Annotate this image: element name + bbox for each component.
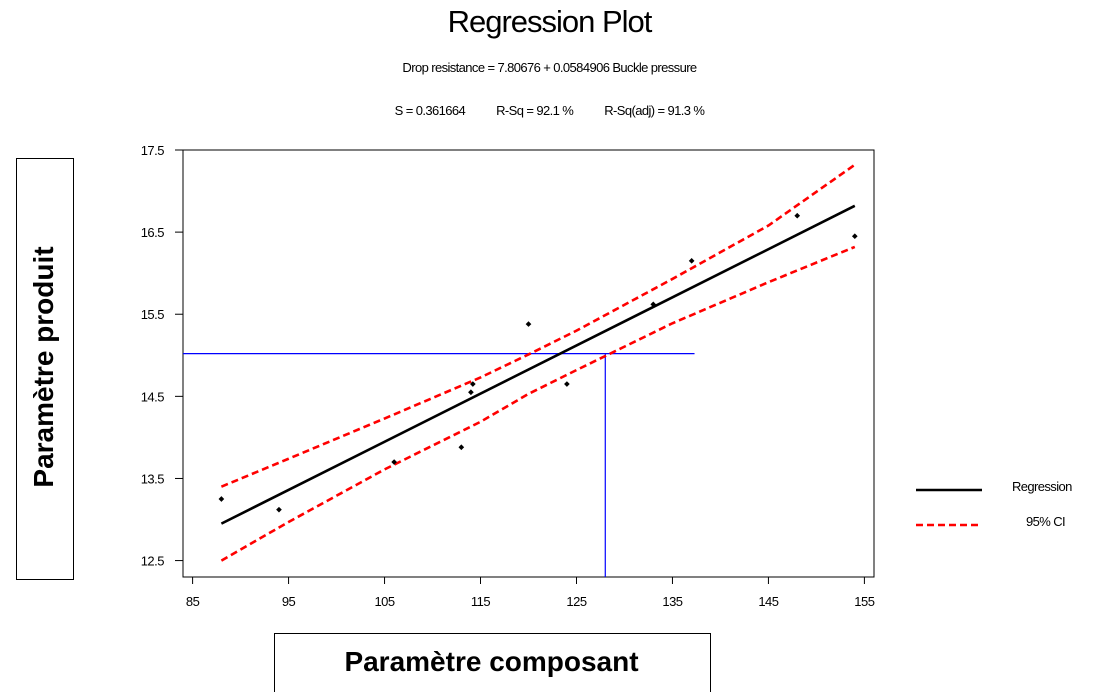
y-tick-label: 17.5 [141, 143, 165, 158]
x-tick-label: 135 [662, 594, 682, 609]
y-tick-label: 12.5 [141, 554, 165, 569]
ci-lower-line [220, 245, 856, 562]
stat-rsq: R-Sq = 92.1 % [496, 103, 574, 118]
y-tick-label: 15.5 [141, 307, 165, 322]
stat-s: S = 0.361664 [394, 103, 466, 118]
data-point [470, 381, 476, 387]
legend-label-regression: Regression [1012, 479, 1072, 494]
legend-label-ci: 95% CI [1026, 514, 1066, 529]
x-tick-label: 145 [758, 594, 778, 609]
plot-frame [182, 149, 875, 578]
regression-equation: Drop resistance = 7.80676 + 0.0584906 Bu… [402, 60, 697, 75]
stat-rsq-adj: R-Sq(adj) = 91.3 % [604, 103, 705, 118]
x-tick-label: 155 [854, 594, 874, 609]
x-tick-label: 115 [471, 594, 490, 609]
y-axis-label-box [16, 158, 74, 580]
data-point [794, 212, 801, 219]
data-point [458, 444, 465, 451]
regression-line [220, 204, 856, 525]
x-axis-label: Paramètre composant [344, 646, 639, 677]
data-point [564, 381, 570, 387]
data-point [391, 459, 397, 465]
y-tick-label: 13.5 [141, 471, 165, 486]
ci-upper-line [220, 163, 856, 488]
data-point [276, 506, 282, 513]
fit-statistics: S = 0.361664 R-Sq = 92.1 % R-Sq(adj) = 9… [0, 103, 1099, 118]
data-point [688, 258, 695, 264]
data-point [525, 321, 532, 327]
data-point [468, 389, 474, 396]
x-tick-label: 85 [186, 594, 200, 609]
data-point [218, 496, 225, 502]
y-tick-label: 16.5 [141, 225, 165, 240]
x-axis-label-box [274, 633, 711, 692]
x-tick-label: 95 [282, 594, 296, 609]
chart-title: Regression Plot [447, 4, 653, 39]
x-tick-label: 105 [374, 594, 394, 609]
data-point [650, 301, 657, 308]
y-tick-label: 14.5 [141, 389, 165, 404]
x-tick-label: 125 [566, 594, 586, 609]
data-point [851, 233, 858, 240]
y-axis-label: Paramètre produit [28, 246, 59, 488]
